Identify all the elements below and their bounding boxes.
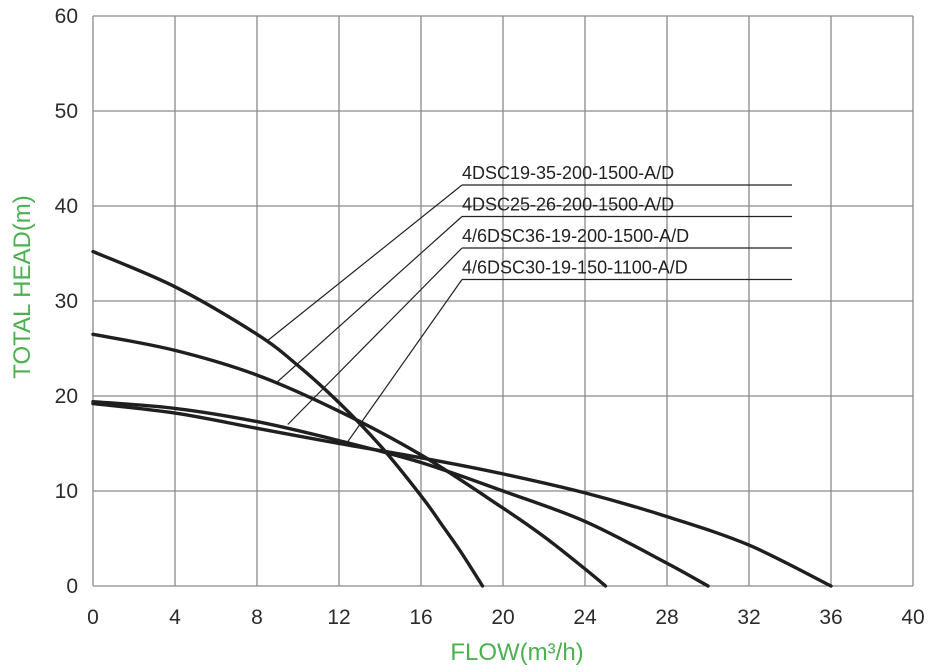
legend-label-1: 4DSC19-35-200-1500-A/D [462,163,674,183]
legend-leader-3 [287,247,463,425]
pump-curves [91,249,833,588]
curve-series-3 [91,400,710,588]
y-tick-label: 0 [66,575,78,598]
x-tick-label: 12 [327,606,350,629]
x-tick-label: 40 [901,606,924,629]
x-tick-labels: 0 4 8 12 16 20 24 28 32 36 40 [87,606,925,629]
y-tick-label: 50 [55,100,78,123]
curve-series-4 [91,401,833,588]
x-axis-title: FLOW(m³/h) [450,639,583,666]
x-tick-label: 28 [655,606,678,629]
y-tick-label: 40 [55,195,78,218]
legend-leaders: 4DSC19-35-200-1500-A/D 4DSC25-26-200-1500… [266,163,792,446]
legend-label-4: 4/6DSC30-19-150-1100-A/D [462,258,688,278]
y-tick-label: 10 [55,480,78,503]
x-tick-label: 24 [573,606,597,629]
y-axis-title: TOTAL HEAD(m) [9,195,36,379]
x-tick-label: 8 [251,606,263,629]
curve-series-1 [91,249,485,588]
legend-label-3: 4/6DSC36-19-200-1500-A/D [462,226,689,246]
y-tick-label: 60 [55,5,78,28]
x-tick-label: 36 [819,606,842,629]
legend-leader-2 [277,216,463,383]
curve-series-2 [91,332,608,588]
y-tick-label: 30 [55,290,78,313]
x-tick-label: 4 [169,606,181,629]
grid-lines [92,15,914,587]
legend-leader-4 [344,279,463,446]
legend-label-2: 4DSC25-26-200-1500-A/D [462,195,674,215]
x-tick-label: 0 [87,606,99,629]
x-tick-label: 32 [737,606,760,629]
y-tick-label: 20 [55,385,78,408]
y-tick-labels: 0 10 20 30 40 50 60 [55,5,78,598]
x-tick-label: 16 [409,606,432,629]
legend-leader-1 [266,184,463,342]
x-tick-label: 20 [491,606,514,629]
